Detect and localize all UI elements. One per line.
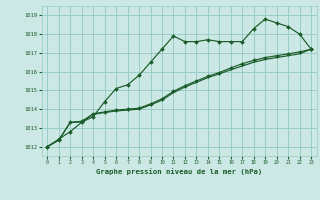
X-axis label: Graphe pression niveau de la mer (hPa): Graphe pression niveau de la mer (hPa) — [96, 168, 262, 175]
